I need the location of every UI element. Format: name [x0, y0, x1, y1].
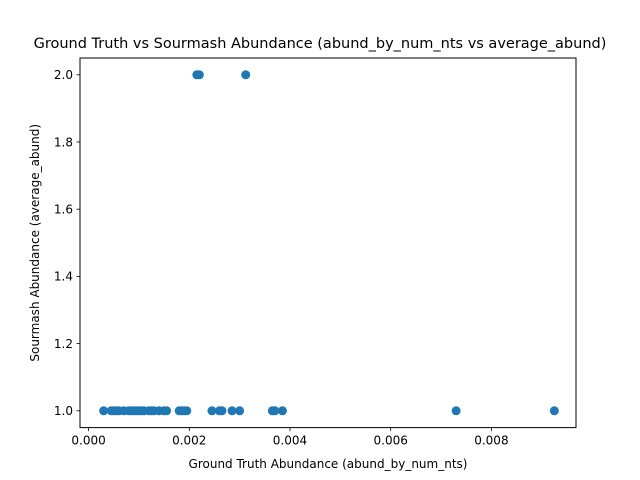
y-axis-ticks: 1.0 1.2 1.4 1.6 1.8 2.0 — [54, 68, 80, 418]
y-tick-label: 1.4 — [54, 270, 73, 284]
data-point — [549, 406, 559, 416]
data-point — [162, 406, 172, 416]
x-tick-label: 0.004 — [273, 434, 307, 448]
data-point — [217, 406, 227, 416]
y-tick-label: 1.0 — [54, 404, 73, 418]
y-tick-label: 1.2 — [54, 337, 73, 351]
data-point — [182, 406, 192, 416]
data-point — [241, 70, 251, 80]
data-point — [235, 406, 245, 416]
y-tick-label: 2.0 — [54, 68, 73, 82]
data-points — [99, 70, 559, 416]
plot-background — [80, 58, 576, 428]
y-axis-label: Sourmash Abundance (average_abund) — [28, 124, 42, 362]
data-point — [270, 406, 280, 416]
plot-area — [80, 58, 576, 428]
x-tick-label: 0.008 — [474, 434, 508, 448]
axes-frame — [79, 57, 577, 429]
axes — [79, 57, 577, 429]
data-point — [207, 406, 217, 416]
x-tick-label: 0.000 — [71, 434, 105, 448]
chart-title: Ground Truth vs Sourmash Abundance (abun… — [34, 36, 607, 52]
x-tick-label: 0.002 — [172, 434, 206, 448]
data-point — [194, 70, 204, 80]
data-point — [99, 406, 109, 416]
y-tick-label: 1.6 — [54, 203, 73, 217]
x-tick-label: 0.006 — [374, 434, 408, 448]
x-axis-ticks: 0.000 0.002 0.004 0.006 0.008 — [71, 427, 509, 448]
data-point — [227, 406, 237, 416]
data-point — [451, 406, 461, 416]
x-axis-label: Ground Truth Abundance (abund_by_num_nts… — [189, 457, 468, 471]
data-point — [277, 406, 287, 416]
y-tick-label: 1.8 — [54, 135, 73, 149]
